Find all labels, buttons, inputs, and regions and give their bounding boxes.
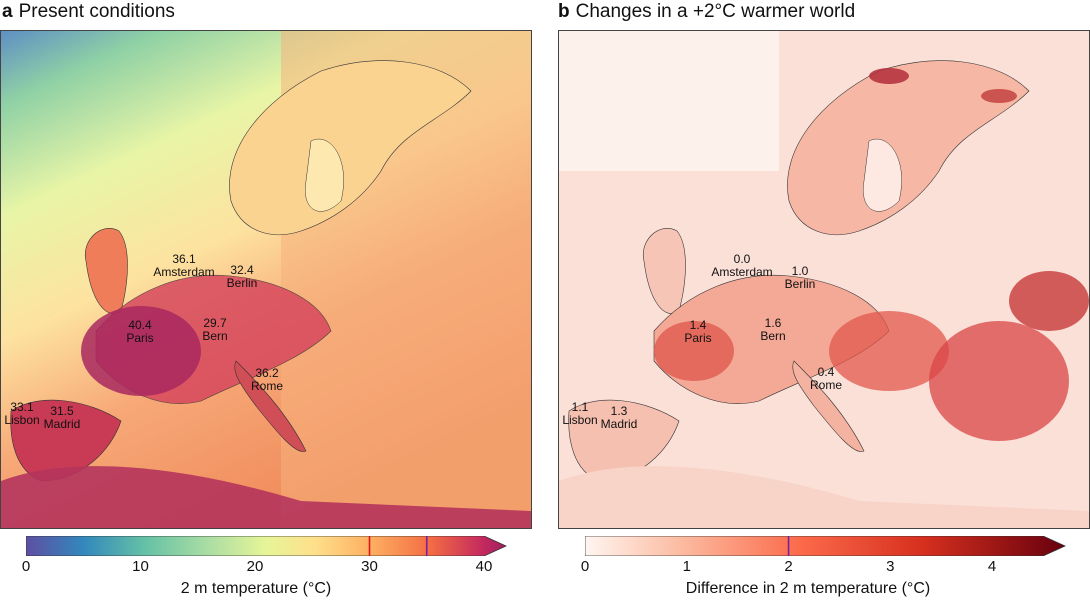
city-name: Berlin <box>784 277 816 291</box>
city-name: Rome <box>250 379 284 393</box>
city-name: Madrid <box>600 417 638 431</box>
panel-b-city-bern: 1.6 Bern <box>760 317 785 343</box>
panel-b-city-paris: 1.4 Paris <box>684 319 711 345</box>
city-name: Madrid <box>43 417 81 431</box>
panel-b-tick-2: 2 <box>784 558 793 575</box>
city-name: Lisbon <box>562 413 598 427</box>
panel-a-tick-20: 20 <box>246 558 264 575</box>
panel-a-city-lisbon: 33.1 Lisbon <box>4 401 39 427</box>
panel-a-city-madrid: 31.5 Madrid <box>44 405 81 431</box>
city-value: 29.7 <box>203 316 227 330</box>
panel-b-title-text: Changes in a +2°C warmer world <box>575 1 856 22</box>
city-name: Berlin <box>226 276 258 290</box>
panel-a-city-rome: 36.2 Rome <box>251 367 283 393</box>
panel-a-city-amsterdam: 36.1 Amsterdam <box>153 253 214 279</box>
panel-b-title: b Changes in a +2°C warmer world <box>558 0 855 24</box>
panel-b-city-rome: 0.4 Rome <box>810 366 842 392</box>
panel-b-map-svg <box>559 31 1089 528</box>
city-name: Paris <box>684 331 712 345</box>
city-value: 1.3 <box>610 404 628 418</box>
panel-a-title: a Present conditions <box>2 0 175 24</box>
panel-a-tick-40: 40 <box>475 558 493 575</box>
panel-b-tick-4: 4 <box>987 558 997 575</box>
panel-b-city-madrid: 1.3 Madrid <box>601 405 638 431</box>
panel-a-letter: a <box>2 1 13 22</box>
city-value: 36.2 <box>255 366 279 380</box>
panel-b-city-amsterdam: 0.0 Amsterdam <box>711 253 772 279</box>
city-value: 36.1 <box>172 252 196 266</box>
panel-b-tick-1: 1 <box>682 558 691 575</box>
panel-a-colorbar-ticks: 0 10 20 30 40 <box>22 558 493 578</box>
city-name: Bern <box>202 329 228 343</box>
city-value: 0.0 <box>733 252 751 266</box>
city-name: Amsterdam <box>153 265 215 279</box>
panel-a-city-bern: 29.7 Bern <box>202 317 227 343</box>
panel-a-colorbar <box>26 536 507 556</box>
panel-a-map <box>0 30 532 529</box>
city-value: 40.4 <box>128 318 152 332</box>
city-name: Lisbon <box>4 413 40 427</box>
city-value: 1.0 <box>791 264 809 278</box>
panel-b-map <box>558 30 1090 529</box>
panel-a-map-svg <box>1 31 531 528</box>
panel-b-letter: b <box>558 1 570 22</box>
panel-b-city-berlin: 1.0 Berlin <box>785 265 816 291</box>
city-name: Amsterdam <box>711 265 773 279</box>
panel-b-tick-0: 0 <box>580 558 590 575</box>
city-value: 31.5 <box>50 404 74 418</box>
panel-b-city-lisbon: 1.1 Lisbon <box>562 401 597 427</box>
panel-a-colorbar-markers <box>368 536 428 556</box>
panel-a-city-paris: 40.4 Paris <box>126 319 153 345</box>
panel-b-colorbar <box>585 536 1066 556</box>
city-value: 32.4 <box>230 263 254 277</box>
panel-b-colorbar-label: Difference in 2 m temperature (°C) <box>685 580 931 597</box>
city-value: 33.1 <box>10 400 34 414</box>
city-value: 1.1 <box>571 400 589 414</box>
city-name: Paris <box>126 331 154 345</box>
city-name: Rome <box>809 378 843 392</box>
city-value: 0.4 <box>817 365 835 379</box>
panel-b-tick-3: 3 <box>886 558 895 575</box>
city-name: Bern <box>760 329 786 343</box>
panel-a-tick-10: 10 <box>132 558 149 575</box>
panel-a-colorbar-label: 2 m temperature (°C) <box>180 580 332 597</box>
panel-a-city-berlin: 32.4 Berlin <box>227 264 258 290</box>
city-value: 1.6 <box>764 316 782 330</box>
panel-a-tick-0: 0 <box>21 558 31 575</box>
panel-a-tick-30: 30 <box>361 558 378 575</box>
city-value: 1.4 <box>689 318 707 332</box>
panel-a-title-text: Present conditions <box>18 1 175 22</box>
panel-b-colorbar-ticks: 0 1 2 3 4 <box>581 558 1043 578</box>
